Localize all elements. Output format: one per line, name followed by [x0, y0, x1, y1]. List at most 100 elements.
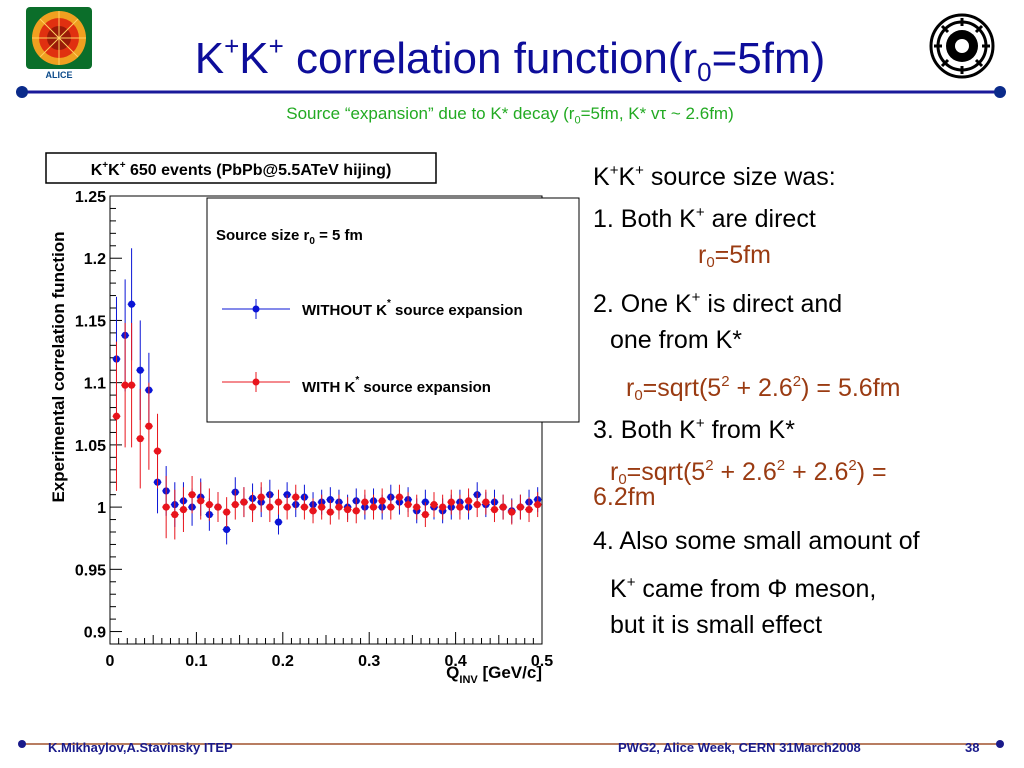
y-tick-label: 1.05 [75, 438, 106, 455]
data-point [464, 503, 473, 511]
data-point [153, 478, 162, 486]
subtitle-b: =5fm, K* vτ ~ 2.6fm) [580, 104, 734, 123]
note-4a: 2. One K [593, 289, 692, 318]
title-plus1: + [224, 31, 240, 61]
legend-without-a: WITHOUT K [302, 302, 387, 319]
note-1d: + [635, 162, 644, 179]
note-8c: =sqrt(5 [626, 458, 706, 487]
data-point [309, 501, 317, 509]
title-end: =5fm) [711, 34, 826, 83]
title-k1: K [194, 34, 225, 83]
y-tick-label: 1.25 [75, 189, 106, 206]
note-11c: came from Φ meson, [635, 574, 877, 603]
itep-logo [928, 12, 996, 80]
legend-box [206, 197, 580, 423]
x-tick-label: 0.4 [444, 653, 466, 670]
legend-marker-red [252, 378, 260, 386]
title-k2: K [239, 34, 269, 83]
data-point [266, 503, 274, 511]
legend-entry-without: WITHOUT K* source expansion [222, 298, 523, 319]
data-point [456, 503, 464, 511]
x-axis-label-main: Q [446, 663, 459, 682]
data-point [464, 497, 473, 505]
data-point [205, 510, 213, 519]
data-point [205, 501, 213, 509]
alice-logo: ALICE [20, 5, 98, 81]
note-6b: 0 [634, 386, 643, 404]
note-6d: 2 [721, 372, 730, 390]
data-point [231, 488, 239, 496]
note-7c: from K* [704, 416, 795, 445]
data-point [223, 525, 231, 534]
subtitle-a: Source “expansion” due to K* decay (r [286, 104, 575, 123]
data-point [257, 498, 265, 506]
note-8f: 2 [776, 457, 786, 475]
data-point [240, 498, 248, 506]
chart-title-k2: K [108, 162, 120, 179]
data-point [508, 507, 516, 515]
header-line-dot-right [994, 86, 1006, 98]
data-point [482, 501, 490, 509]
data-point [112, 412, 121, 420]
data-point [292, 501, 300, 509]
data-point [197, 493, 205, 501]
chart-title-box [45, 152, 437, 184]
data-point [318, 498, 326, 506]
data-point [223, 508, 231, 516]
data-point [188, 503, 196, 511]
legend-without-b: source expansion [391, 302, 523, 319]
data-point [309, 507, 317, 515]
data-point [516, 503, 525, 511]
data-point [283, 503, 291, 511]
note-line-9: 6.2fm [593, 476, 1018, 518]
data-point [112, 355, 121, 363]
note-1c: K [618, 163, 636, 191]
data-point [413, 507, 421, 515]
x-axis-label-sub: INV [459, 674, 478, 686]
data-point [395, 498, 404, 506]
legend-with-a: WITH K [302, 379, 355, 396]
note-1b: + [609, 162, 619, 179]
data-point [231, 501, 239, 509]
data-point [447, 503, 455, 511]
legend-with-b: source expansion [359, 379, 491, 396]
note-line-6: r0=sqrt(52 + 2.62) = 5.6fm [593, 361, 1018, 404]
note-line-7: 3. Both K+ from K* [593, 403, 1018, 445]
note-line-8: r0=sqrt(52 + 2.62 + 2.62) = [593, 445, 1018, 488]
x-tick-label: 0.5 [531, 653, 553, 670]
data-point [369, 503, 378, 511]
data-point [361, 503, 369, 511]
data-point [283, 491, 291, 499]
data-point [344, 503, 352, 511]
data-point [525, 498, 533, 506]
data-point [121, 331, 129, 339]
footer-line-dot-right [996, 740, 1004, 748]
note-12: but it is small effect [610, 611, 823, 640]
x-axis-label: QINV [GeV/c] [446, 663, 542, 686]
data-point [404, 496, 412, 504]
data-point [490, 498, 499, 506]
data-point [153, 447, 162, 455]
data-point [274, 498, 283, 506]
note-8i: ) = [856, 458, 887, 487]
data-point [395, 493, 404, 501]
note-8g: + 2.6 [785, 458, 849, 487]
note-8h: 2 [848, 457, 857, 475]
data-point [162, 487, 170, 495]
y-axis-label: Experimental correlation function [49, 231, 68, 502]
data-point [456, 498, 464, 506]
data-point [145, 386, 153, 394]
data-point [121, 381, 129, 389]
data-series [112, 248, 542, 545]
legend-header-b: = 5 fm [315, 227, 363, 244]
x-tick-label: 0 [106, 653, 115, 670]
data-point [179, 506, 188, 514]
legend-marker-blue [252, 305, 260, 313]
title-rest: correlation function(r [283, 34, 698, 83]
note-9: 6.2fm [593, 482, 656, 511]
note-line-3: r0=5fm [593, 234, 1018, 276]
note-7a: 3. Both K [593, 416, 696, 445]
data-point [274, 518, 283, 526]
legend-with-sup: * [355, 375, 359, 386]
legend-entry-with: WITH K* source expansion [222, 372, 491, 396]
